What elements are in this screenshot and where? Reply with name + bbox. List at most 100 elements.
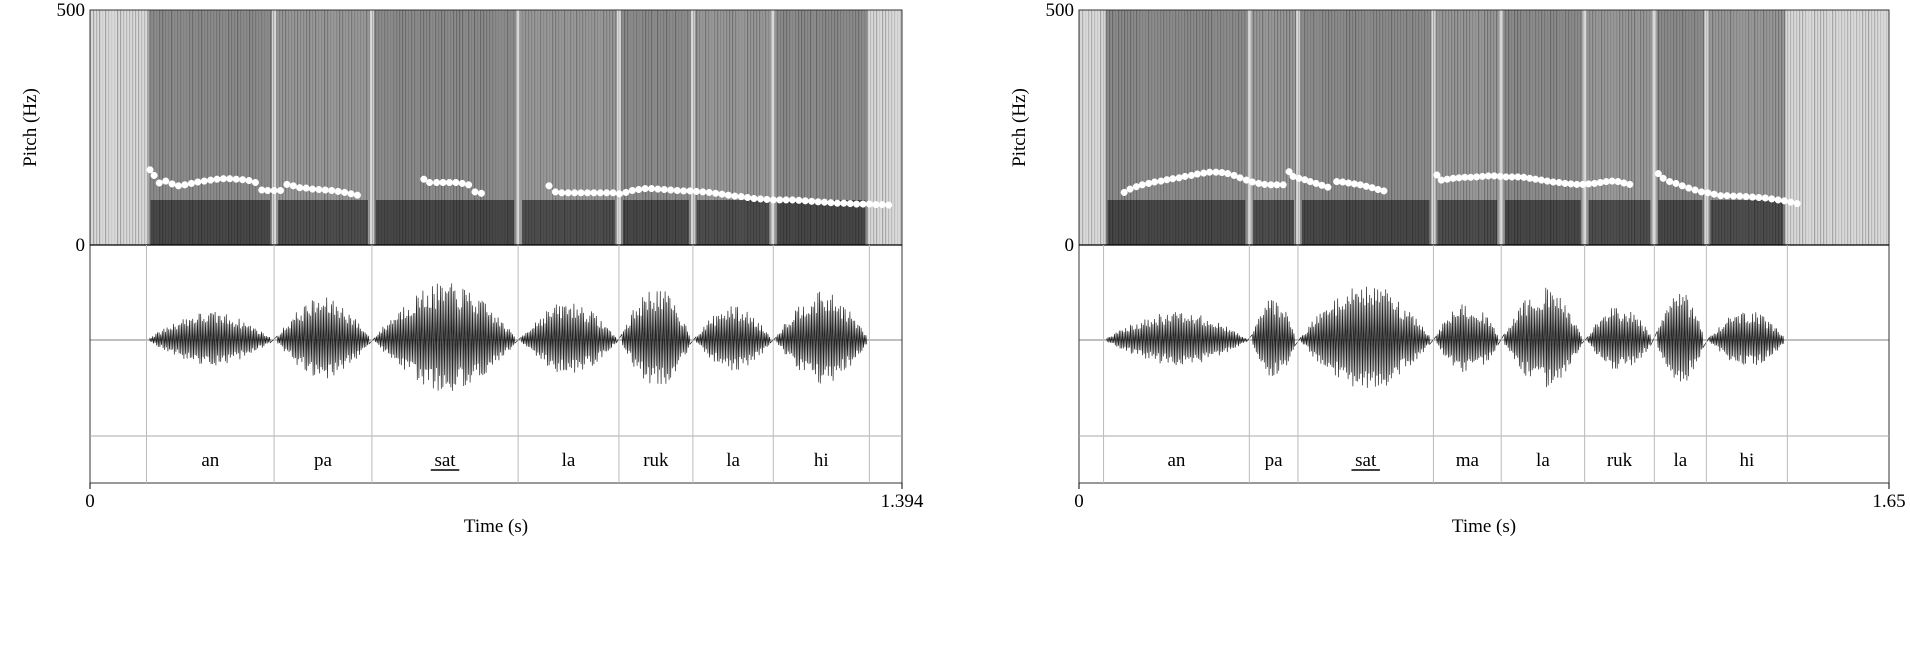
spectrogram-striation (732, 10, 734, 245)
spectrogram-striation (1865, 10, 1867, 245)
spectrogram-striation (411, 10, 413, 245)
spectrogram-striation (234, 10, 236, 245)
pitch-point (609, 189, 617, 197)
spectrogram-striation (1559, 10, 1561, 245)
spectrogram-striation (651, 10, 653, 245)
spectrogram-striation (1319, 10, 1321, 245)
x-axis-label: Time (s) (1452, 516, 1516, 537)
spectrogram-striation (399, 10, 401, 245)
spectrogram-striation (1295, 10, 1297, 245)
spectrogram-striation (1190, 10, 1192, 245)
spectrogram-striation (1232, 10, 1234, 245)
spectrogram-striation (1424, 10, 1426, 245)
spectrogram-striation (132, 10, 134, 245)
spectrogram-low-band (777, 200, 866, 245)
spectrogram-striation (144, 10, 146, 245)
spectrogram-striation (1418, 10, 1420, 245)
spectrogram-striation (1301, 10, 1303, 245)
spectrogram-striation (186, 10, 188, 245)
pitch-point (1132, 183, 1140, 191)
spectrogram-striation (1310, 10, 1312, 245)
spectrogram-striation (1574, 10, 1576, 245)
spectrogram-striation (528, 10, 530, 245)
pitch-point (1175, 174, 1183, 182)
spectrogram-striation (345, 10, 347, 245)
spectrogram-striation (1511, 10, 1513, 245)
spectrogram-striation (1613, 10, 1615, 245)
pitch-point (174, 182, 183, 190)
spectrogram-striation (1463, 10, 1465, 245)
spectrogram-striation (777, 10, 779, 245)
syllable-label: sat (434, 450, 456, 471)
spectrogram-striation (141, 10, 143, 245)
spectrogram-striation (753, 10, 755, 245)
spectrogram-striation (1811, 10, 1813, 245)
spectrogram-striation (1268, 10, 1270, 245)
spectrogram-striation (1409, 10, 1411, 245)
spectrogram-striation (459, 10, 461, 245)
spectrogram-striation (1529, 10, 1531, 245)
spectrogram-striation (1634, 10, 1636, 245)
spectrogram-striation (300, 10, 302, 245)
spectrogram-striation (108, 10, 110, 245)
pitch-point (769, 196, 777, 204)
spectrogram-striation (738, 10, 740, 245)
pitch-point (846, 200, 854, 208)
pitch-point (1596, 178, 1604, 187)
spectrogram-striation (759, 10, 761, 245)
spectrogram-striation (1235, 10, 1237, 245)
pitch-point (1710, 190, 1718, 198)
spectrogram-striation (321, 10, 323, 245)
pitch-point (445, 178, 453, 187)
pitch-point (878, 201, 886, 209)
spectrogram-striation (1088, 10, 1090, 245)
pitch-point (654, 185, 662, 193)
spectrogram-striation (1601, 10, 1603, 245)
pitch-point (296, 184, 304, 192)
pitch-point (1285, 168, 1293, 176)
pitch-point (1295, 174, 1303, 182)
spectrogram-striation (819, 10, 821, 245)
spectrogram-striation (1748, 10, 1750, 245)
pitch-point (1350, 180, 1358, 188)
syllable-label: pa (314, 450, 333, 471)
pitch-point (1437, 176, 1445, 184)
pitch-point (615, 190, 624, 198)
spectrogram-striation (735, 10, 737, 245)
spectrogram-striation (567, 10, 569, 245)
spectrogram-striation (1487, 10, 1489, 245)
spectrogram-striation (1496, 10, 1498, 245)
pitch-point (1138, 181, 1146, 189)
spectrogram-striation (1874, 10, 1876, 245)
spectrogram-striation (708, 10, 710, 245)
pitch-point (1248, 178, 1256, 186)
spectrogram-striation (690, 10, 692, 245)
spectrogram-striation (1481, 10, 1483, 245)
spectrogram-striation (1514, 10, 1516, 245)
spectrogram-striation (381, 10, 383, 245)
spectrogram-striation (726, 10, 728, 245)
spectrogram-striation (1880, 10, 1882, 245)
spectrogram-striation (1196, 10, 1198, 245)
spectrogram-striation (1256, 10, 1258, 245)
spectrogram-striation (171, 10, 173, 245)
spectrogram-striation (390, 10, 392, 245)
spectrogram-striation (1742, 10, 1744, 245)
spectrogram-striation (1451, 10, 1453, 245)
chart-panel-right: an pa sat ma la ruk la hi 500 0 Pitch (Hz) 0 1.65 Tim… (988, 0, 1910, 649)
spectrogram-striation (501, 10, 503, 245)
spectrogram-striation (354, 10, 356, 245)
spectrogram-striation (372, 10, 374, 245)
spectrogram-striation (318, 10, 320, 245)
spectrogram-striation (1127, 10, 1129, 245)
spectrogram-striation (1517, 10, 1519, 245)
pitch-point (1324, 183, 1332, 191)
syllable-label: la (562, 450, 576, 471)
spectrogram-striation (276, 10, 278, 245)
spectrogram-striation (1814, 10, 1816, 245)
spectrogram-striation (1394, 10, 1396, 245)
spectrogram-striation (885, 10, 887, 245)
spectrogram-striation (1412, 10, 1414, 245)
spectrogram-striation (810, 10, 812, 245)
spectrogram-striation (297, 10, 299, 245)
